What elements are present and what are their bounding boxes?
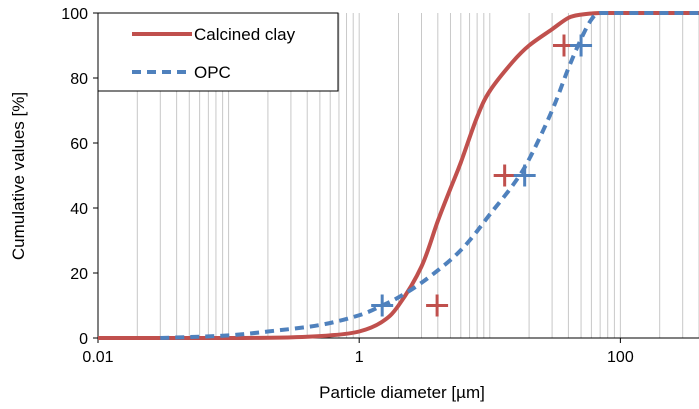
legend-label-calcined-clay: Calcined clay <box>194 25 296 44</box>
y-tick-label: 20 <box>70 266 88 283</box>
marker-opc <box>513 164 536 187</box>
series-line-opc <box>160 11 699 340</box>
y-tick-label: 100 <box>61 6 88 23</box>
y-tick-label: 40 <box>70 201 88 218</box>
marker-calcined-clay <box>493 164 516 187</box>
series-line-calcined-clay <box>98 11 699 340</box>
y-tick-label: 60 <box>70 136 88 153</box>
legend-box <box>97 12 339 92</box>
y-tick-label: 0 <box>79 331 88 348</box>
x-tick-label: 1 <box>355 349 364 366</box>
tick-labels: 0 20 40 60 80 100 0.01 1 100 <box>61 6 634 366</box>
legend: Calcined clay OPC <box>97 12 339 92</box>
y-tick-label: 80 <box>70 71 88 88</box>
marker-opc <box>371 294 394 317</box>
x-tick-label: 0.01 <box>82 349 113 366</box>
marker-opc <box>570 34 593 57</box>
series-group <box>98 11 699 340</box>
y-axis-label: Cumulative values [%] <box>9 92 28 260</box>
marker-calcined-clay <box>426 294 449 317</box>
legend-label-opc: OPC <box>194 63 231 82</box>
x-axis-label: Particle diameter [µm] <box>319 383 485 402</box>
x-tick-label: 100 <box>607 349 634 366</box>
